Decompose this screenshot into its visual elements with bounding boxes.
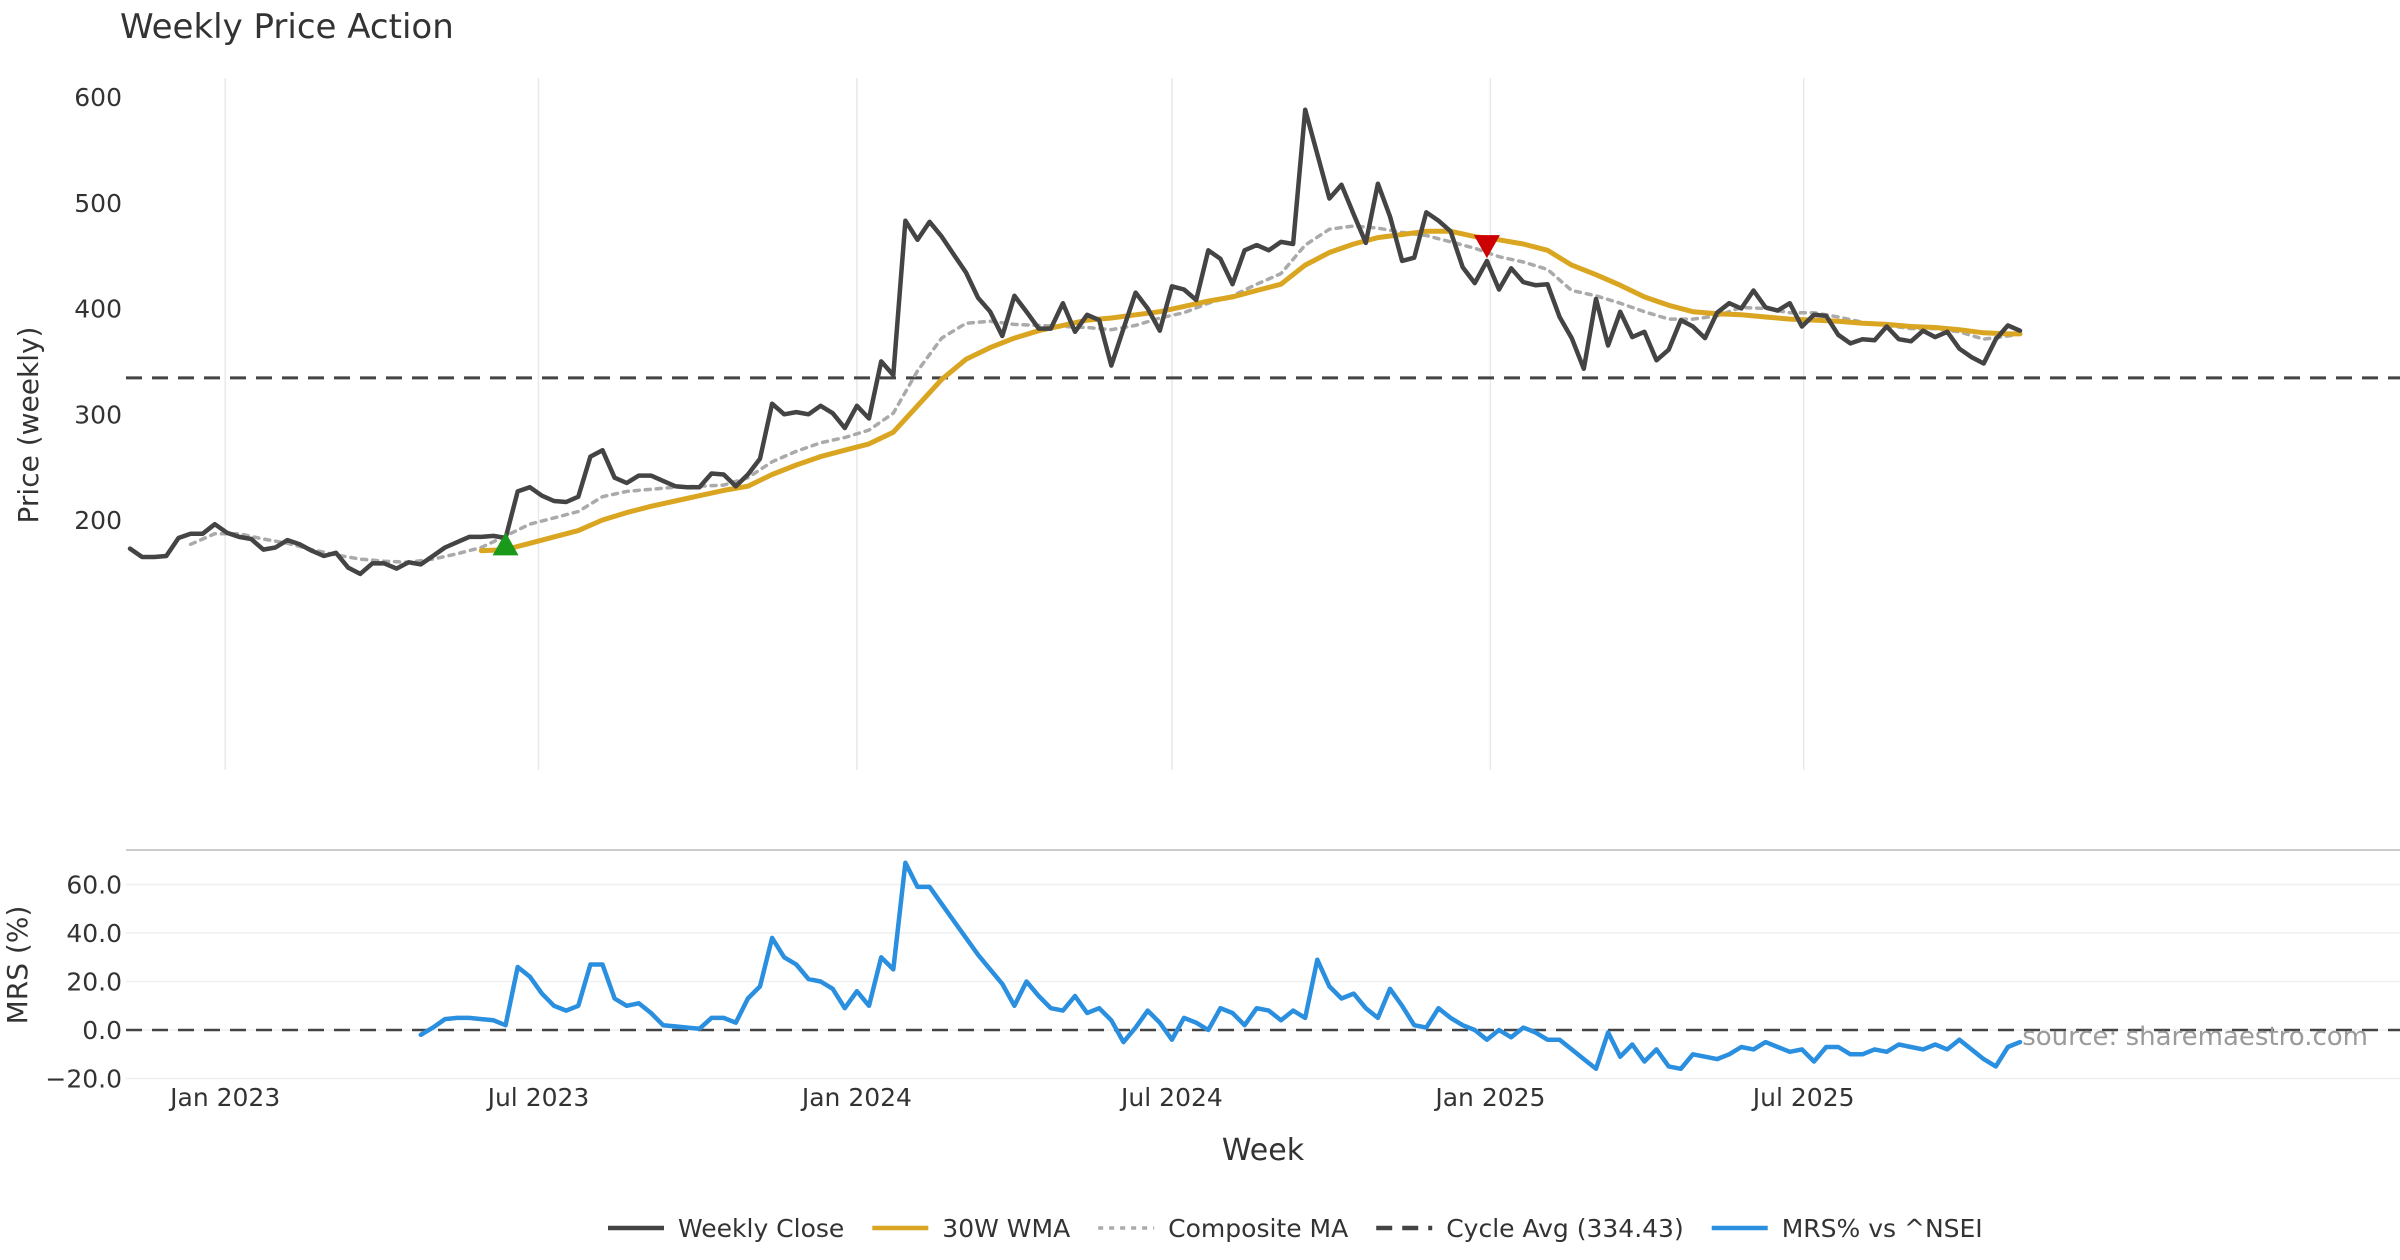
weekly-close-line [127, 107, 2023, 577]
x-axis-label: Week [1222, 1133, 1305, 1168]
chart-title: Weekly Price Action [120, 7, 454, 47]
x-tick-label: Jul 2023 [486, 1083, 590, 1112]
price-y-tick-label: 300 [74, 400, 122, 429]
x-tick-label: Jan 2023 [168, 1083, 280, 1112]
buy-signal-marker [492, 532, 519, 556]
mrs-y-tick-label: 40.0 [66, 919, 122, 948]
mrs-y-tick-label: −20.0 [45, 1065, 122, 1094]
x-tick-label: Jan 2024 [800, 1083, 912, 1112]
mrs-line [418, 860, 2023, 1072]
price-panel: 200 300 400 500 600 [74, 78, 2400, 770]
composite-ma-line [188, 224, 2022, 565]
price-y-tick-label: 200 [74, 506, 122, 535]
mrs-y-tick-label: 60.0 [66, 871, 122, 900]
mrs-y-tick-label: 20.0 [66, 968, 122, 997]
sell-signal-marker [1473, 235, 1500, 259]
mrs-y-axis-label: MRS (%) [1, 906, 34, 1025]
legend-label: MRS% vs ^NSEI [1782, 1214, 1983, 1243]
mrs-panel: −20.0 0.0 20.0 40.0 60.0 Jan 2023 Jul 2023 Jan … [45, 849, 2400, 1112]
price-y-tick-label: 600 [74, 83, 122, 112]
x-tick-label: Jan 2025 [1433, 1083, 1545, 1112]
legend: Weekly Close 30W WMA Composite MA Cycle Avg… [608, 1214, 1983, 1243]
legend-label: Cycle Avg (334.43) [1446, 1214, 1684, 1243]
x-tick-label: Jul 2024 [1119, 1083, 1223, 1112]
legend-label: Composite MA [1168, 1214, 1348, 1243]
source-note: source: sharemaestro.com [2022, 1022, 2368, 1052]
price-y-tick-label: 400 [74, 295, 122, 324]
mrs-y-tick-label: 0.0 [82, 1016, 122, 1045]
legend-label: Weekly Close [678, 1214, 844, 1243]
30w-wma-line [478, 228, 2023, 554]
x-tick-label: Jul 2025 [1751, 1083, 1855, 1112]
price-y-tick-label: 500 [74, 189, 122, 218]
price-y-axis-label: Price (weekly) [12, 327, 45, 524]
legend-label: 30W WMA [942, 1214, 1070, 1243]
